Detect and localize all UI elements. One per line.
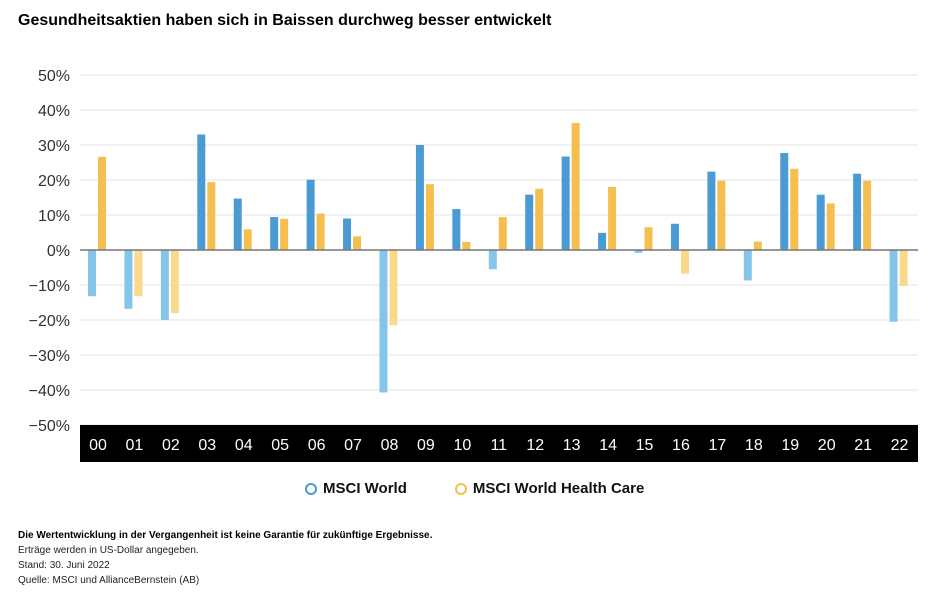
y-tick-label: −10% bbox=[29, 278, 70, 295]
bar-msci-world-03 bbox=[197, 134, 206, 250]
circle-icon bbox=[454, 482, 467, 495]
x-tick-label: 13 bbox=[563, 437, 581, 454]
y-tick-label: 30% bbox=[38, 138, 70, 155]
bar-health-care-05 bbox=[280, 218, 289, 250]
bar-health-care-04 bbox=[243, 229, 252, 250]
x-tick-label: 20 bbox=[818, 437, 836, 454]
x-axis-band bbox=[80, 425, 918, 462]
bar-health-care-00 bbox=[98, 156, 106, 250]
bar-health-care-02 bbox=[170, 250, 179, 313]
bar-health-care-14 bbox=[608, 187, 617, 250]
bar-health-care-16 bbox=[680, 250, 689, 274]
bar-health-care-17 bbox=[717, 180, 726, 250]
x-tick-label: 02 bbox=[162, 437, 180, 454]
bar-health-care-19 bbox=[790, 168, 799, 250]
bar-msci-world-10 bbox=[452, 209, 461, 250]
x-tick-label: 01 bbox=[126, 437, 144, 454]
x-tick-label: 18 bbox=[745, 437, 763, 454]
y-tick-label: 0% bbox=[47, 243, 70, 260]
bar-msci-world-08 bbox=[379, 250, 388, 393]
y-tick-label: −30% bbox=[29, 348, 70, 365]
x-tick-label: 21 bbox=[854, 437, 872, 454]
bar-health-care-08 bbox=[389, 250, 398, 326]
bar-health-care-22 bbox=[899, 250, 908, 287]
x-tick-label: 10 bbox=[453, 437, 471, 454]
bar-health-care-03 bbox=[207, 182, 216, 250]
bar-msci-world-05 bbox=[270, 217, 279, 250]
bar-msci-world-15 bbox=[634, 250, 643, 253]
bar-msci-world-04 bbox=[233, 198, 242, 250]
legend-label: MSCI World Health Care bbox=[472, 480, 645, 497]
bar-msci-world-06 bbox=[306, 179, 315, 250]
source-note: Quelle: MSCI und AllianceBernstein (AB) bbox=[18, 575, 200, 586]
bar-health-care-20 bbox=[826, 203, 835, 250]
disclaimer: Die Wertentwicklung in der Vergangenheit… bbox=[18, 530, 433, 541]
x-tick-label: 00 bbox=[89, 437, 107, 454]
bar-msci-world-17 bbox=[707, 171, 716, 250]
bar-health-care-21 bbox=[863, 180, 872, 250]
x-tick-label: 04 bbox=[235, 437, 253, 454]
bar-chart: 50% 40% 30% 20% 10% 0% −10% −20% −30% −40% −50% 00 0… bbox=[29, 68, 918, 462]
bar-health-care-06 bbox=[316, 213, 325, 250]
bar-health-care-18 bbox=[753, 241, 762, 250]
legend-item-health-care: MSCI World Health Care bbox=[454, 480, 645, 497]
date-note: Stand: 30. Juni 2022 bbox=[18, 560, 110, 571]
bar-msci-world-11 bbox=[488, 250, 497, 270]
bar-msci-world-16 bbox=[670, 223, 679, 250]
bar-health-care-12 bbox=[535, 188, 544, 250]
legend: MSCI World MSCI World Health Care bbox=[305, 480, 644, 497]
y-tick-label: 50% bbox=[38, 68, 70, 85]
bar-msci-world-01 bbox=[124, 250, 133, 309]
x-tick-label: 17 bbox=[708, 437, 726, 454]
bar-msci-world-07 bbox=[343, 218, 352, 250]
circle-icon bbox=[305, 482, 317, 495]
bar-msci-world-21 bbox=[853, 173, 862, 250]
bar-health-care-01 bbox=[134, 250, 143, 297]
bar-msci-world-02 bbox=[160, 250, 169, 320]
x-tick-label: 03 bbox=[198, 437, 216, 454]
y-tick-label: −50% bbox=[29, 418, 70, 435]
x-tick-label: 14 bbox=[599, 437, 617, 454]
footnotes: Die Wertentwicklung in der Vergangenheit… bbox=[18, 528, 432, 588]
bar-msci-world-18 bbox=[743, 250, 752, 281]
bar-msci-world-12 bbox=[525, 194, 534, 250]
x-tick-label: 15 bbox=[636, 437, 654, 454]
y-tick-label: −20% bbox=[29, 313, 70, 330]
currency-note: Erträge werden in US-Dollar angegeben. bbox=[18, 545, 199, 556]
x-tick-label: 05 bbox=[271, 437, 289, 454]
bar-health-care-09 bbox=[425, 184, 434, 250]
bar-msci-world-14 bbox=[598, 232, 607, 250]
bar-health-care-15 bbox=[644, 227, 653, 250]
x-tick-label: 11 bbox=[490, 437, 507, 454]
x-tick-label: 22 bbox=[891, 437, 909, 454]
x-tick-label: 09 bbox=[417, 437, 435, 454]
legend-label: MSCI World bbox=[323, 480, 407, 497]
y-tick-label: −40% bbox=[29, 383, 70, 400]
x-tick-label: 19 bbox=[781, 437, 799, 454]
bar-msci-world-19 bbox=[780, 153, 789, 250]
x-tick-label: 08 bbox=[381, 437, 399, 454]
bar-msci-world-09 bbox=[415, 145, 424, 250]
bar-msci-world-13 bbox=[561, 156, 570, 250]
y-tick-label: 20% bbox=[38, 173, 70, 190]
chart-title: Gesundheitsaktien haben sich in Baissen … bbox=[18, 12, 552, 29]
x-tick-label: 07 bbox=[344, 437, 362, 454]
bar-msci-world-22 bbox=[889, 250, 898, 322]
y-tick-label: 10% bbox=[38, 208, 70, 225]
bar-health-care-13 bbox=[571, 122, 580, 250]
y-tick-label: 40% bbox=[38, 103, 70, 120]
bar-health-care-10 bbox=[462, 241, 471, 250]
x-tick-label: 16 bbox=[672, 437, 690, 454]
legend-item-msci-world: MSCI World bbox=[305, 480, 407, 497]
x-tick-label: 12 bbox=[526, 437, 544, 454]
bar-msci-world-20 bbox=[816, 194, 825, 250]
x-tick-label: 06 bbox=[308, 437, 326, 454]
bar-health-care-11 bbox=[498, 217, 507, 250]
bar-health-care-07 bbox=[353, 236, 362, 250]
bar-msci-world-00 bbox=[88, 250, 96, 297]
